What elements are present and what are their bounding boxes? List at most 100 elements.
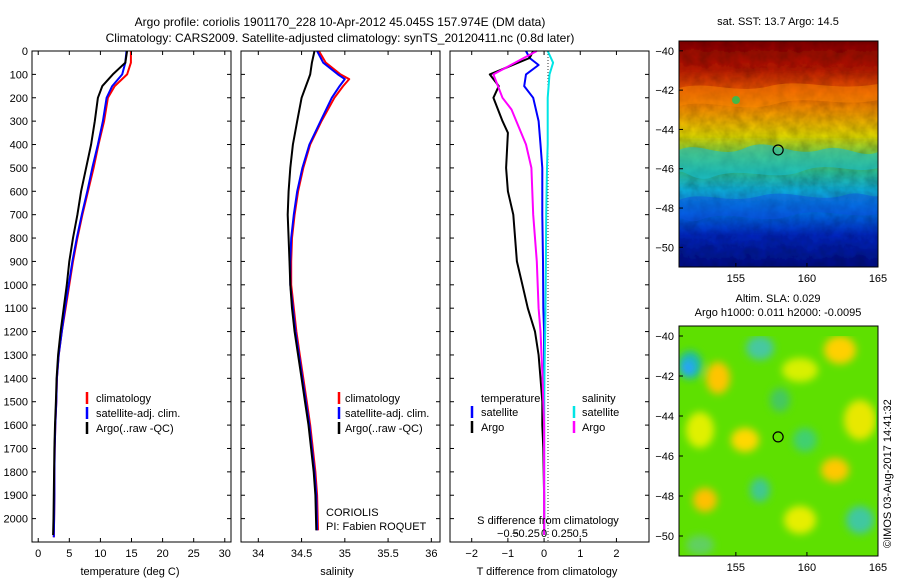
y-tick-label: 2000 (4, 514, 28, 526)
salinity-panel-frame (240, 50, 441, 543)
difference-xlabel-top: S difference from climatology (477, 515, 619, 527)
x-tick-label: 30 (219, 548, 231, 560)
difference-panel: −2 −1 0 1 2 −0.5−0.25 0 0.25 0.5 T difference fr… (449, 50, 650, 578)
y-tick-label: 600 (10, 186, 28, 198)
credit-pi: PI: Fabien ROQUET (326, 521, 427, 533)
difference-legend: temperature salinity satellite Argo sate… (470, 393, 619, 434)
y-tick-label: 1400 (4, 373, 28, 385)
sla-map-title: Altim. SLA: 0.029 (736, 293, 821, 305)
x-tick-label: 5 (66, 548, 72, 560)
salinity-legend: climatology satellite-adj. clim. Argo(..… (337, 392, 429, 435)
y-tick-label: 1300 (4, 350, 28, 362)
map-x-tick-label: 160 (798, 562, 816, 574)
x-tick-label: 2 (613, 548, 619, 560)
legend-label-sal-argo: Argo (582, 422, 605, 434)
temperature-xlabel: temperature (deg C) (80, 566, 179, 578)
legend-label-satellite: satellite-adj. clim. (345, 408, 429, 420)
sla-map-image (679, 326, 878, 556)
y-tick-label: 900 (10, 256, 28, 268)
legend-label-argo: Argo(..raw -QC) (345, 423, 423, 435)
salinity-xlabel: salinity (320, 566, 354, 578)
series-line-argo-raw-qc- (52, 50, 129, 536)
legend-label-argo: Argo(..raw -QC) (96, 423, 174, 435)
figure-title-line1: Argo profile: coriolis 1901170_228 10-Ap… (135, 15, 546, 29)
x-tick-label-top: 0.25 (551, 528, 572, 540)
x-tick-label: −1 (502, 548, 515, 560)
map-y-tick-label: −40 (655, 46, 674, 58)
y-tick-label: 1900 (4, 490, 28, 502)
y-tick-label: 400 (10, 140, 28, 152)
sst-map-frame (678, 40, 879, 268)
map-y-tick-label: −42 (655, 85, 674, 97)
sst-map-title: sat. SST: 13.7 Argo: 14.5 (717, 16, 839, 28)
y-tick-label: 1600 (4, 420, 28, 432)
x-tick-label: 15 (125, 548, 137, 560)
map-y-tick-label: −40 (655, 331, 674, 343)
sla-argo-marker (772, 431, 784, 443)
y-tick-label: 500 (10, 163, 28, 175)
series-line-salinity-argo (492, 50, 546, 535)
map-y-tick-label: −48 (655, 491, 674, 503)
x-tick-label-top: −0.25 (512, 528, 540, 540)
y-tick-label: 300 (10, 116, 28, 128)
legend-label-temp-satellite: satellite (481, 407, 518, 419)
series-line-temperature-argo (488, 50, 546, 535)
series-line-argo-raw-qc- (286, 50, 318, 531)
temperature-panel-frame (31, 50, 232, 543)
x-tick-label: 36 (425, 548, 437, 560)
map-x-tick-label: 155 (727, 562, 745, 574)
legend-label-climatology: climatology (96, 393, 152, 405)
map-x-tick-label: 165 (869, 273, 887, 285)
x-tick-label: 35.5 (377, 548, 398, 560)
map-y-tick-label: −50 (655, 242, 674, 254)
legend-label-temp-argo: Argo (481, 422, 504, 434)
sst-map-panel: sat. SST: 13.7 Argo: 14.5 155 160 165 −40 −4… (655, 16, 887, 285)
sla-map-subtitle: Argo h1000: 0.011 h2000: -0.0095 (695, 307, 862, 319)
sst-argo-marker (772, 144, 784, 156)
credit-institution: CORIOLIS (326, 507, 379, 519)
salinity-panel: 34 34.5 35 35.5 36 salinity climatology sate… (240, 50, 441, 578)
y-tick-label: 200 (10, 93, 28, 105)
temperature-legend: climatology satellite-adj. clim. Argo(..… (85, 392, 180, 435)
x-tick-label: 0 (35, 548, 41, 560)
map-x-tick-label: 165 (869, 562, 887, 574)
sla-map-panel: Altim. SLA: 0.029 Argo h1000: 0.011 h200… (655, 293, 887, 574)
y-tick-label: 1500 (4, 397, 28, 409)
temperature-panel: 0 5 10 15 20 25 300100200300400500600700800900… (4, 46, 232, 578)
y-tick-label: 1100 (4, 303, 28, 315)
x-tick-label: −2 (465, 548, 478, 560)
map-y-tick-label: −48 (655, 203, 674, 215)
x-tick-label-top: 0.5 (573, 528, 588, 540)
x-tick-label: 35 (339, 548, 351, 560)
x-tick-label: 1 (577, 548, 583, 560)
y-tick-label: 1000 (4, 280, 28, 292)
legend-header-salinity: salinity (582, 393, 616, 405)
series-line-satellite-adj-clim- (289, 50, 346, 531)
legend-header-temperature: temperature (481, 393, 540, 405)
y-tick-label: 0 (22, 46, 28, 58)
map-x-tick-label: 160 (798, 273, 816, 285)
map-y-tick-label: −46 (655, 164, 674, 176)
y-tick-label: 1200 (4, 327, 28, 339)
figure-title-line2: Climatology: CARS2009. Satellite-adjuste… (106, 31, 575, 45)
legend-label-sal-satellite: satellite (582, 407, 619, 419)
x-tick-label: 20 (156, 548, 168, 560)
legend-label-satellite: satellite-adj. clim. (96, 408, 180, 420)
x-tick-label-top: 0 (541, 528, 547, 540)
map-x-tick-label: 155 (727, 273, 745, 285)
imos-stamp: ©IMOS 03-Aug-2017 14:41:32 (882, 399, 894, 548)
x-tick-label: 34 (252, 548, 264, 560)
x-tick-label-top: −0.5 (497, 528, 519, 540)
series-line-temperature-satellite (523, 50, 546, 535)
legend-label-climatology: climatology (345, 393, 401, 405)
difference-xlabel: T difference from climatology (477, 566, 618, 578)
x-tick-label: 0 (541, 548, 547, 560)
sla-map-frame (678, 325, 879, 557)
series-line-salinity-satellite (543, 50, 555, 535)
map-y-tick-label: −44 (655, 124, 674, 136)
y-tick-label: 1700 (4, 443, 28, 455)
map-y-tick-label: −44 (655, 411, 674, 423)
map-y-tick-label: −42 (655, 371, 674, 383)
y-tick-label: 1800 (4, 467, 28, 479)
